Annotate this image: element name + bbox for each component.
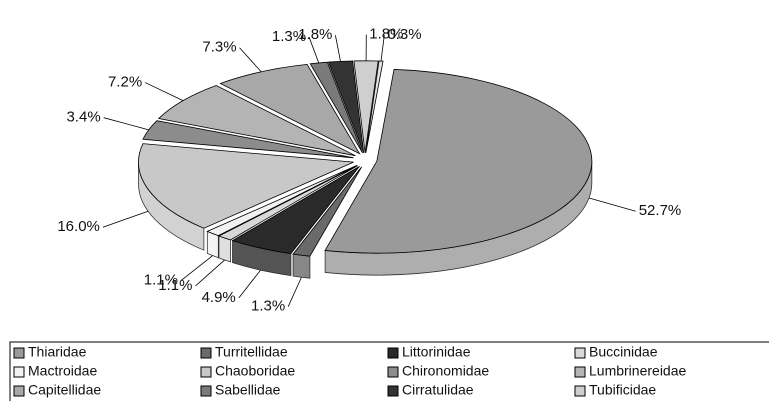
legend-swatch: [200, 347, 212, 359]
slice: [324, 69, 593, 254]
data-label: 1.1%: [158, 277, 192, 294]
slice: [353, 60, 379, 153]
leader-line: [335, 35, 341, 62]
slice: [292, 166, 362, 257]
data-label: 0.3%: [387, 26, 421, 43]
legend-swatch: [13, 366, 25, 378]
legend-swatch: [574, 347, 586, 359]
data-label: 4.9%: [202, 289, 236, 306]
legend-label: Buccinidae: [589, 344, 658, 360]
leader-line: [239, 47, 262, 73]
legend-label: Capitellidae: [28, 382, 101, 398]
data-label: 3.4%: [66, 109, 100, 126]
legend-label: Cirratulidae: [402, 382, 474, 398]
legend-swatch: [13, 347, 25, 359]
data-label: 1.3%: [272, 28, 306, 45]
legend-swatch: [574, 366, 586, 378]
leader-line: [588, 197, 636, 212]
legend-swatch: [387, 385, 399, 397]
slice: [309, 61, 363, 154]
legend-label: Chaoboridae: [215, 363, 295, 379]
legend-swatch: [13, 385, 25, 397]
pie-tops: [138, 60, 593, 257]
leader-line: [180, 255, 213, 281]
leader-line: [238, 269, 261, 299]
legend-swatch: [200, 385, 212, 397]
data-label: 1.1%: [144, 272, 178, 289]
pie-sides: [138, 161, 593, 279]
legend-swatch: [200, 366, 212, 378]
data-label: 1.8%: [298, 26, 332, 43]
data-label: 7.3%: [202, 39, 236, 56]
leader-line: [195, 259, 225, 287]
legend-swatch: [574, 385, 586, 397]
slice: [219, 63, 361, 155]
slice: [231, 166, 360, 255]
leader-line: [380, 34, 385, 62]
legend-swatch: [387, 347, 399, 359]
slice: [206, 164, 358, 237]
legend-label: Sabellidae: [215, 382, 281, 398]
legend-swatch: [387, 366, 399, 378]
data-label: 52.7%: [639, 202, 682, 219]
legend-label: Tubificidae: [589, 382, 656, 398]
leader-line: [308, 36, 320, 64]
slice-side: [218, 235, 232, 263]
legend-label: Littorinidae: [402, 344, 471, 360]
slice: [217, 165, 358, 241]
leader-line: [103, 117, 149, 131]
slice: [138, 143, 354, 229]
legend-label: Chironomidae: [402, 363, 489, 379]
leader-line: [102, 210, 149, 228]
legend-label: Turritellidae: [215, 344, 288, 360]
data-label: 1.3%: [251, 298, 285, 315]
leader-line: [145, 82, 184, 102]
data-label: 1.8%: [369, 26, 403, 43]
slice-side: [292, 253, 311, 279]
legend-label: Mactroidae: [28, 363, 97, 379]
leader-line: [287, 277, 302, 307]
legend-label: Lumbrinereidae: [589, 363, 686, 379]
legend: Thiaridae Turritellidae Littorinidae Buccin…: [13, 344, 686, 398]
data-label: 7.2%: [108, 74, 142, 91]
data-label: 16.0%: [57, 218, 100, 235]
legend-label: Thiaridae: [28, 344, 87, 360]
